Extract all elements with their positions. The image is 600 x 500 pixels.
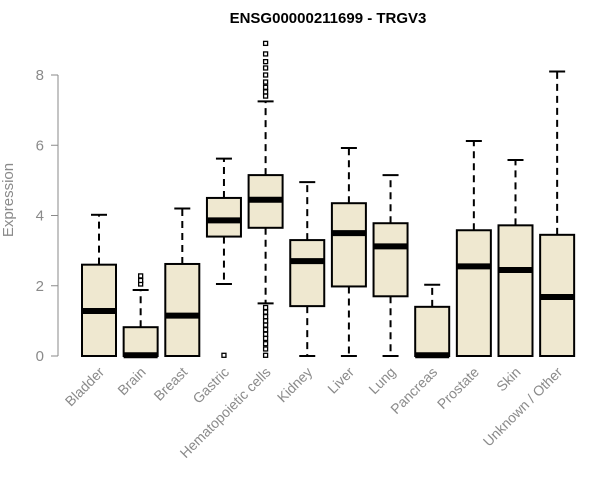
box-group [205, 157, 242, 358]
box-iqr [164, 262, 201, 357]
outlier-point [262, 89, 269, 95]
outlier-point [262, 314, 269, 320]
box-group [81, 213, 117, 357]
outlier-point [262, 93, 269, 99]
y-tick-label: 2 [36, 278, 44, 295]
outlier-point [262, 318, 269, 324]
y-tick-label: 8 [36, 67, 44, 84]
outlier-point [262, 51, 269, 57]
category-label: Lung [365, 364, 398, 397]
category-label: Unknown / Other [480, 364, 566, 450]
box-group [164, 207, 201, 357]
outlier-point [221, 352, 227, 358]
plot-area [81, 40, 576, 359]
y-axis: 0 2 4 6 8 [36, 67, 59, 365]
category-label: Skin [493, 364, 524, 395]
box-iqr [414, 305, 451, 358]
y-tick-label: 4 [36, 208, 44, 225]
box-group [372, 174, 409, 357]
outlier-point [262, 309, 269, 315]
outlier-point [137, 273, 144, 279]
outlier-point [262, 65, 269, 71]
y-tick-label: 6 [36, 137, 44, 154]
outlier-point [262, 331, 269, 337]
category-label: Prostate [434, 364, 482, 412]
box-group [455, 140, 492, 357]
box-group [330, 147, 367, 357]
box-group [497, 159, 534, 357]
box-iqr [205, 196, 242, 238]
outlier-point [262, 72, 269, 78]
box-iqr [122, 326, 159, 358]
outlier-point [262, 304, 269, 311]
box-iqr [455, 229, 492, 357]
outlier-point [137, 277, 144, 284]
box-iqr [289, 239, 326, 308]
category-label: Bladder [62, 364, 108, 410]
outlier-point [262, 84, 269, 90]
box-group [122, 273, 159, 359]
outlier-point [262, 79, 269, 85]
category-label: Kidney [274, 364, 316, 406]
outlier-point [262, 40, 269, 47]
box-group [289, 181, 326, 357]
chart-title: ENSG00000211699 - TRGV3 [230, 10, 427, 27]
outlier-point [262, 322, 269, 328]
box-iqr [497, 224, 534, 357]
outlier-point [262, 335, 269, 342]
outlier-point [262, 327, 269, 333]
box-group [539, 70, 576, 358]
box-group [247, 40, 284, 358]
outlier-point [262, 352, 269, 358]
outlier-point [262, 341, 269, 347]
y-tick-label: 0 [36, 348, 44, 365]
outlier-point [262, 59, 269, 65]
box-iqr [372, 222, 409, 298]
category-label: Breast [150, 364, 190, 404]
box-iqr [330, 202, 367, 288]
outlier-point [262, 346, 269, 352]
box-group [414, 283, 451, 359]
category-label: Brain [114, 364, 148, 398]
y-axis-label: Expression [0, 163, 17, 237]
category-label: Liver [324, 364, 357, 397]
